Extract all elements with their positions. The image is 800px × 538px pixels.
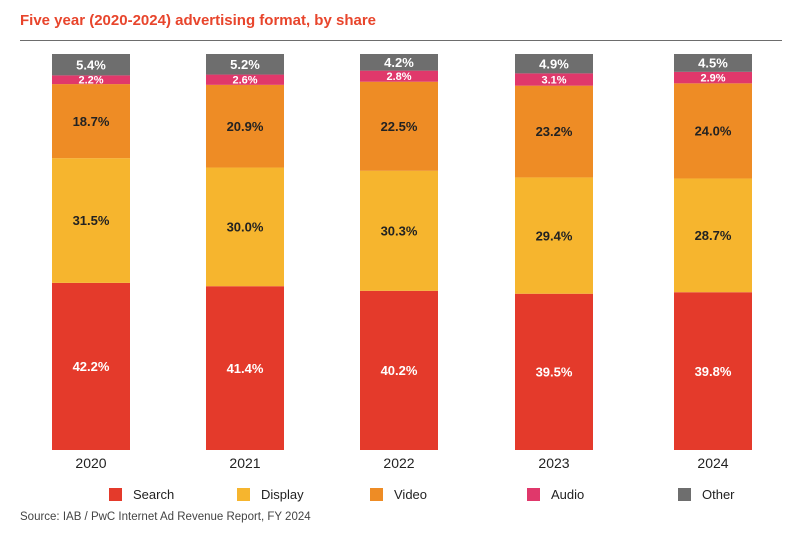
x-tick-label-2022: 2022 <box>383 455 414 471</box>
data-label-display-2022: 30.3% <box>381 223 418 238</box>
data-label-search-2021: 41.4% <box>227 361 264 376</box>
legend-swatch-audio <box>527 488 540 501</box>
legend-label-video: Video <box>394 487 427 502</box>
data-label-audio-2022: 2.8% <box>386 71 411 83</box>
bar-segment-video-2022 <box>360 81 438 171</box>
legend-label-other: Other <box>702 487 735 502</box>
data-label-video-2022: 22.5% <box>381 119 418 134</box>
data-label-video-2023: 23.2% <box>536 124 573 139</box>
data-label-display-2023: 29.4% <box>536 228 573 243</box>
bar-segment-video-2024 <box>674 83 752 179</box>
data-label-search-2024: 39.8% <box>695 364 732 379</box>
data-label-other-2020: 5.4% <box>76 57 106 72</box>
bar-segment-audio-2023 <box>515 73 593 86</box>
bar-segment-display-2024 <box>674 178 752 293</box>
bar-segment-display-2022 <box>360 170 438 291</box>
bar-segment-other-2023 <box>515 54 593 74</box>
legend-label-display: Display <box>261 487 304 502</box>
legend-swatch-video <box>370 488 383 501</box>
data-label-display-2021: 30.0% <box>227 220 264 235</box>
data-label-display-2024: 28.7% <box>695 228 732 243</box>
data-label-video-2021: 20.9% <box>227 119 264 134</box>
data-label-search-2022: 40.2% <box>381 363 418 378</box>
bar-segment-audio-2020 <box>52 75 130 85</box>
legend-swatch-search <box>109 488 122 501</box>
bar-segment-other-2020 <box>52 54 130 76</box>
bar-segment-video-2020 <box>52 84 130 159</box>
data-label-other-2022: 4.2% <box>384 55 414 70</box>
bar-segment-video-2021 <box>206 84 284 168</box>
bar-segment-search-2020 <box>52 282 130 450</box>
bar-segment-other-2022 <box>360 54 438 71</box>
bar-segment-other-2024 <box>674 54 752 72</box>
data-label-other-2023: 4.9% <box>539 56 569 71</box>
bar-segment-audio-2021 <box>206 74 284 85</box>
x-tick-label-2021: 2021 <box>229 455 260 471</box>
legend-swatch-display <box>237 488 250 501</box>
bar-segment-search-2024 <box>674 292 752 450</box>
x-tick-label-2024: 2024 <box>697 455 728 471</box>
chart-title: Five year (2020-2024) advertising format… <box>20 12 377 29</box>
bar-segment-display-2020 <box>52 158 130 283</box>
title-divider <box>20 40 782 41</box>
data-label-other-2024: 4.5% <box>698 56 728 71</box>
bar-segment-search-2021 <box>206 286 284 450</box>
bar-segment-search-2023 <box>515 293 593 450</box>
source-note: Source: IAB / PwC Internet Ad Revenue Re… <box>20 511 311 523</box>
data-label-video-2020: 18.7% <box>73 114 110 129</box>
bar-segment-audio-2024 <box>674 71 752 84</box>
data-label-search-2023: 39.5% <box>536 365 573 380</box>
bar-segment-search-2022 <box>360 290 438 450</box>
legend-label-audio: Audio <box>551 487 584 502</box>
x-tick-label-2020: 2020 <box>75 455 106 471</box>
legend-swatch-other <box>678 488 691 501</box>
x-tick-label-2023: 2023 <box>538 455 569 471</box>
data-label-search-2020: 42.2% <box>73 359 110 374</box>
bar-segment-display-2021 <box>206 167 284 287</box>
data-label-other-2021: 5.2% <box>230 57 260 72</box>
data-label-video-2024: 24.0% <box>695 124 732 139</box>
bar-segment-other-2021 <box>206 54 284 75</box>
legend-label-search: Search <box>133 487 174 502</box>
data-label-display-2020: 31.5% <box>73 213 110 228</box>
bar-segment-audio-2022 <box>360 70 438 82</box>
bar-segment-video-2023 <box>515 85 593 178</box>
data-label-audio-2024: 2.9% <box>700 73 725 85</box>
data-label-audio-2020: 2.2% <box>78 75 103 87</box>
bar-segment-display-2023 <box>515 177 593 294</box>
data-label-audio-2021: 2.6% <box>232 75 257 87</box>
data-label-audio-2023: 3.1% <box>541 74 566 86</box>
